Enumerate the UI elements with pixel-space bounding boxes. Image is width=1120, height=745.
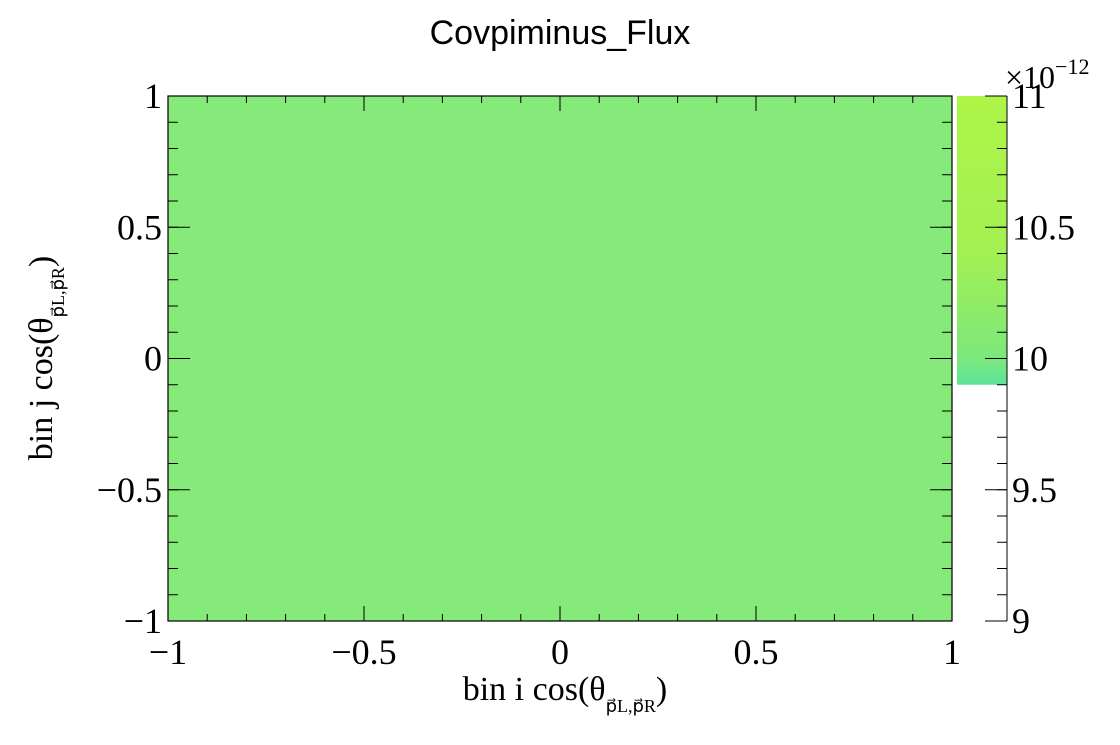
x-tick-label: 0 bbox=[551, 632, 569, 672]
x-tick-label: 1 bbox=[943, 632, 961, 672]
x-tick-label: −0.5 bbox=[331, 632, 396, 672]
colorbar-tick-label: 9.5 bbox=[1012, 470, 1057, 510]
colorbar-multiplier: ×10−12 bbox=[1005, 54, 1089, 95]
colorbar-tick-label: 11 bbox=[1012, 76, 1047, 116]
x-tick-label: −1 bbox=[149, 632, 187, 672]
y-tick-label: −1 bbox=[124, 601, 162, 641]
x-axis-label: bin i cos(θp⃗L,p⃗R) bbox=[463, 671, 668, 716]
chart-title: Covpiminus_Flux bbox=[429, 14, 691, 52]
y-tick-label: −0.5 bbox=[97, 470, 162, 510]
x-tick-label: 0.5 bbox=[734, 632, 779, 672]
colorbar-tick-label: 9 bbox=[1012, 601, 1030, 641]
y-tick-label: 0 bbox=[144, 339, 162, 379]
colorbar-tick-label: 10.5 bbox=[1012, 207, 1075, 247]
y-axis-label: bin j cos(θp⃗L,p⃗R) bbox=[23, 256, 68, 461]
heatmap-cell-0 bbox=[168, 96, 952, 621]
y-tick-label: 0.5 bbox=[117, 207, 162, 247]
colorbar-tick-label: 10 bbox=[1012, 339, 1048, 379]
colorbar-fill bbox=[957, 96, 1007, 385]
y-tick-label: 1 bbox=[144, 76, 162, 116]
